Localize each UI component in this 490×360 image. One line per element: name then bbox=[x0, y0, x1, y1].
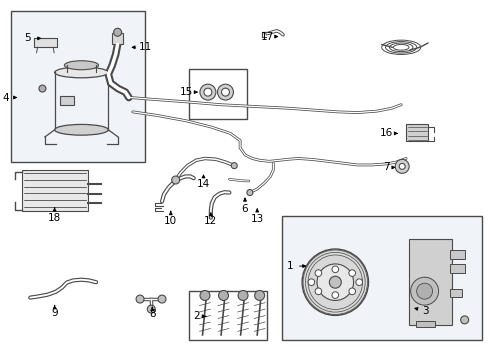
Circle shape bbox=[172, 176, 180, 184]
Text: 3: 3 bbox=[422, 306, 429, 316]
Text: 10: 10 bbox=[164, 216, 177, 226]
Circle shape bbox=[349, 270, 356, 276]
Circle shape bbox=[317, 264, 354, 301]
Bar bbox=[112, 33, 123, 44]
Circle shape bbox=[136, 295, 144, 303]
Bar bbox=[11, 12, 145, 162]
Circle shape bbox=[39, 85, 46, 92]
Text: 13: 13 bbox=[250, 215, 264, 224]
Circle shape bbox=[158, 295, 166, 303]
Bar bbox=[450, 250, 465, 259]
Circle shape bbox=[147, 305, 155, 313]
Ellipse shape bbox=[55, 125, 108, 135]
Circle shape bbox=[411, 277, 439, 305]
Circle shape bbox=[308, 279, 315, 285]
Text: 18: 18 bbox=[48, 213, 61, 222]
Text: 14: 14 bbox=[197, 179, 210, 189]
Bar bbox=[59, 96, 74, 105]
Bar bbox=[282, 216, 482, 339]
Circle shape bbox=[315, 288, 322, 294]
Text: 11: 11 bbox=[138, 42, 151, 52]
Circle shape bbox=[332, 292, 339, 298]
Circle shape bbox=[200, 291, 210, 301]
Ellipse shape bbox=[64, 61, 98, 70]
Circle shape bbox=[399, 163, 405, 169]
Circle shape bbox=[302, 249, 368, 315]
Circle shape bbox=[200, 84, 216, 100]
Circle shape bbox=[219, 291, 228, 301]
Bar bbox=[189, 291, 267, 339]
Text: 6: 6 bbox=[242, 204, 248, 214]
Text: 9: 9 bbox=[51, 308, 58, 318]
Bar bbox=[450, 264, 465, 273]
Text: 7: 7 bbox=[383, 162, 390, 172]
Text: 4: 4 bbox=[2, 93, 9, 103]
Bar bbox=[34, 39, 56, 47]
Text: 12: 12 bbox=[204, 216, 218, 226]
Circle shape bbox=[238, 291, 248, 301]
Text: 16: 16 bbox=[380, 129, 393, 138]
Bar bbox=[416, 320, 435, 327]
Bar bbox=[450, 289, 462, 297]
Circle shape bbox=[461, 316, 468, 324]
Text: 2: 2 bbox=[193, 311, 199, 321]
Circle shape bbox=[255, 291, 265, 301]
Circle shape bbox=[204, 88, 212, 96]
Circle shape bbox=[416, 283, 433, 299]
Circle shape bbox=[395, 159, 409, 174]
Circle shape bbox=[315, 270, 322, 276]
Circle shape bbox=[349, 288, 356, 294]
Circle shape bbox=[329, 276, 341, 288]
Text: 1: 1 bbox=[287, 261, 293, 271]
Text: 8: 8 bbox=[149, 310, 155, 319]
Bar bbox=[406, 124, 428, 141]
Text: 17: 17 bbox=[260, 32, 273, 41]
Circle shape bbox=[356, 279, 363, 285]
Ellipse shape bbox=[55, 67, 108, 78]
Circle shape bbox=[332, 266, 339, 273]
Circle shape bbox=[114, 28, 122, 36]
Circle shape bbox=[231, 163, 237, 168]
Circle shape bbox=[218, 84, 233, 100]
Bar bbox=[409, 239, 452, 325]
Text: 5: 5 bbox=[24, 33, 31, 43]
Bar bbox=[23, 170, 88, 211]
Text: 15: 15 bbox=[180, 87, 193, 97]
Circle shape bbox=[221, 88, 229, 96]
Circle shape bbox=[247, 190, 253, 195]
Bar bbox=[189, 69, 247, 119]
